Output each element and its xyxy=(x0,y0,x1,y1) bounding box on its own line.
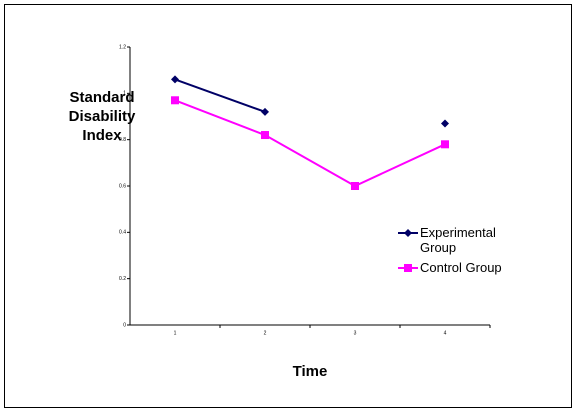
series-line xyxy=(174,99,446,188)
legend-label: Experimental Group xyxy=(420,225,496,255)
x-tick-label: 4 xyxy=(444,330,447,336)
data-point xyxy=(171,75,179,84)
data-point xyxy=(171,96,179,105)
legend-marker xyxy=(404,229,412,237)
x-axis-label: Time xyxy=(293,363,328,380)
y-tick-label: 0.4 xyxy=(119,230,126,236)
data-point xyxy=(441,119,449,128)
x-tick-label: 3 xyxy=(354,330,357,336)
y-tick-label: 1 xyxy=(123,91,126,97)
y-tick-label: 1.2 xyxy=(119,44,126,50)
legend-marker xyxy=(404,264,412,272)
y-tick-label: 0 xyxy=(123,322,126,328)
legend-label: Control Group xyxy=(420,260,502,275)
data-point xyxy=(261,131,269,140)
y-tick-label: 0.2 xyxy=(119,276,126,282)
chart-border xyxy=(4,4,572,408)
data-point xyxy=(351,182,359,190)
x-tick-label: 2 xyxy=(264,330,267,336)
y-tick-label: 0.8 xyxy=(119,137,126,143)
y-axis-label: Standard Disability Index xyxy=(68,89,136,144)
data-point xyxy=(441,140,449,149)
data-point xyxy=(261,107,269,116)
y-tick-label: 0.6 xyxy=(119,183,126,189)
x-tick-label: 1 xyxy=(174,330,177,336)
